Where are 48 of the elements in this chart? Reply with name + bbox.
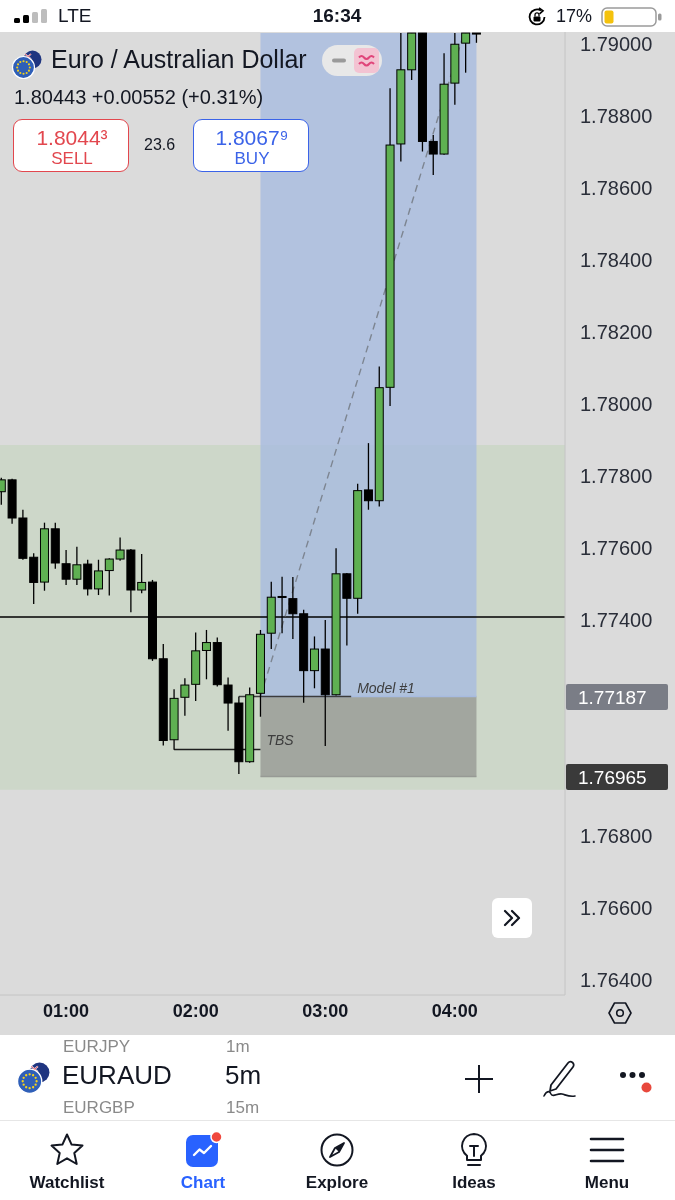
y-tick-label: 1.78800 xyxy=(580,104,653,127)
y-tick-label: 1.76800 xyxy=(580,824,653,847)
x-tick-label: 02:00 xyxy=(172,1000,219,1021)
y-tick-label: 1.76400 xyxy=(580,968,653,991)
candlestick xyxy=(201,629,211,680)
price-tag: 1.76965 xyxy=(566,764,668,790)
y-tick-label: 1.76600 xyxy=(580,896,653,919)
y-tick-label: 1.77600 xyxy=(580,536,653,559)
candlestick xyxy=(461,32,471,74)
text: EURAUD xyxy=(62,1060,172,1091)
y-tick-label: 1.78600 xyxy=(580,176,653,199)
y-tick-label: 1.77400 xyxy=(580,608,653,631)
text: LTE xyxy=(58,5,92,27)
annotation: SELL xyxy=(51,149,93,169)
annotation: TBS xyxy=(266,732,295,749)
text: Euro / Australian Dollar xyxy=(51,45,307,74)
annotation: 23.6 xyxy=(144,136,176,155)
text: Explore xyxy=(305,1173,369,1193)
text: 17% xyxy=(556,6,593,27)
text: 1.80443 +0.00552 (+0.31%) xyxy=(14,86,264,109)
annotation: BUY xyxy=(234,149,270,169)
sell-button: 1.8044³ SELL xyxy=(13,119,129,172)
y-tick-label: 1.78200 xyxy=(580,320,653,343)
annotation: 1.8044³ xyxy=(36,126,108,151)
x-tick-label: 04:00 xyxy=(431,1000,478,1021)
x-tick-label: 01:00 xyxy=(43,1000,90,1021)
text: Watchlist xyxy=(29,1173,105,1193)
text: 1m xyxy=(226,1037,250,1057)
text: 5m xyxy=(225,1060,262,1091)
text: EURGBP xyxy=(63,1098,135,1118)
text: 16:34 xyxy=(312,5,362,27)
text: 15m xyxy=(226,1098,260,1118)
buy-button: 1.8067⁹ BUY xyxy=(193,119,309,172)
candlestick xyxy=(363,442,373,511)
x-tick-label: 03:00 xyxy=(302,1000,349,1021)
y-tick-label: 1.78000 xyxy=(580,392,653,415)
y-tick-label: 1.78400 xyxy=(580,248,653,271)
text: Menu xyxy=(584,1173,630,1193)
y-tick-label: 1.77800 xyxy=(580,464,653,487)
y-tick-label: 1.79000 xyxy=(580,32,653,55)
annotation: Model #1 xyxy=(357,679,415,696)
text: Chart xyxy=(180,1173,226,1193)
candlestick xyxy=(93,559,103,596)
candlestick xyxy=(309,635,319,689)
text: EURJPY xyxy=(63,1037,131,1057)
price-tag: 1.77187 xyxy=(566,684,668,710)
text: Ideas xyxy=(452,1173,496,1193)
annotation: 1.8067⁹ xyxy=(215,126,289,151)
